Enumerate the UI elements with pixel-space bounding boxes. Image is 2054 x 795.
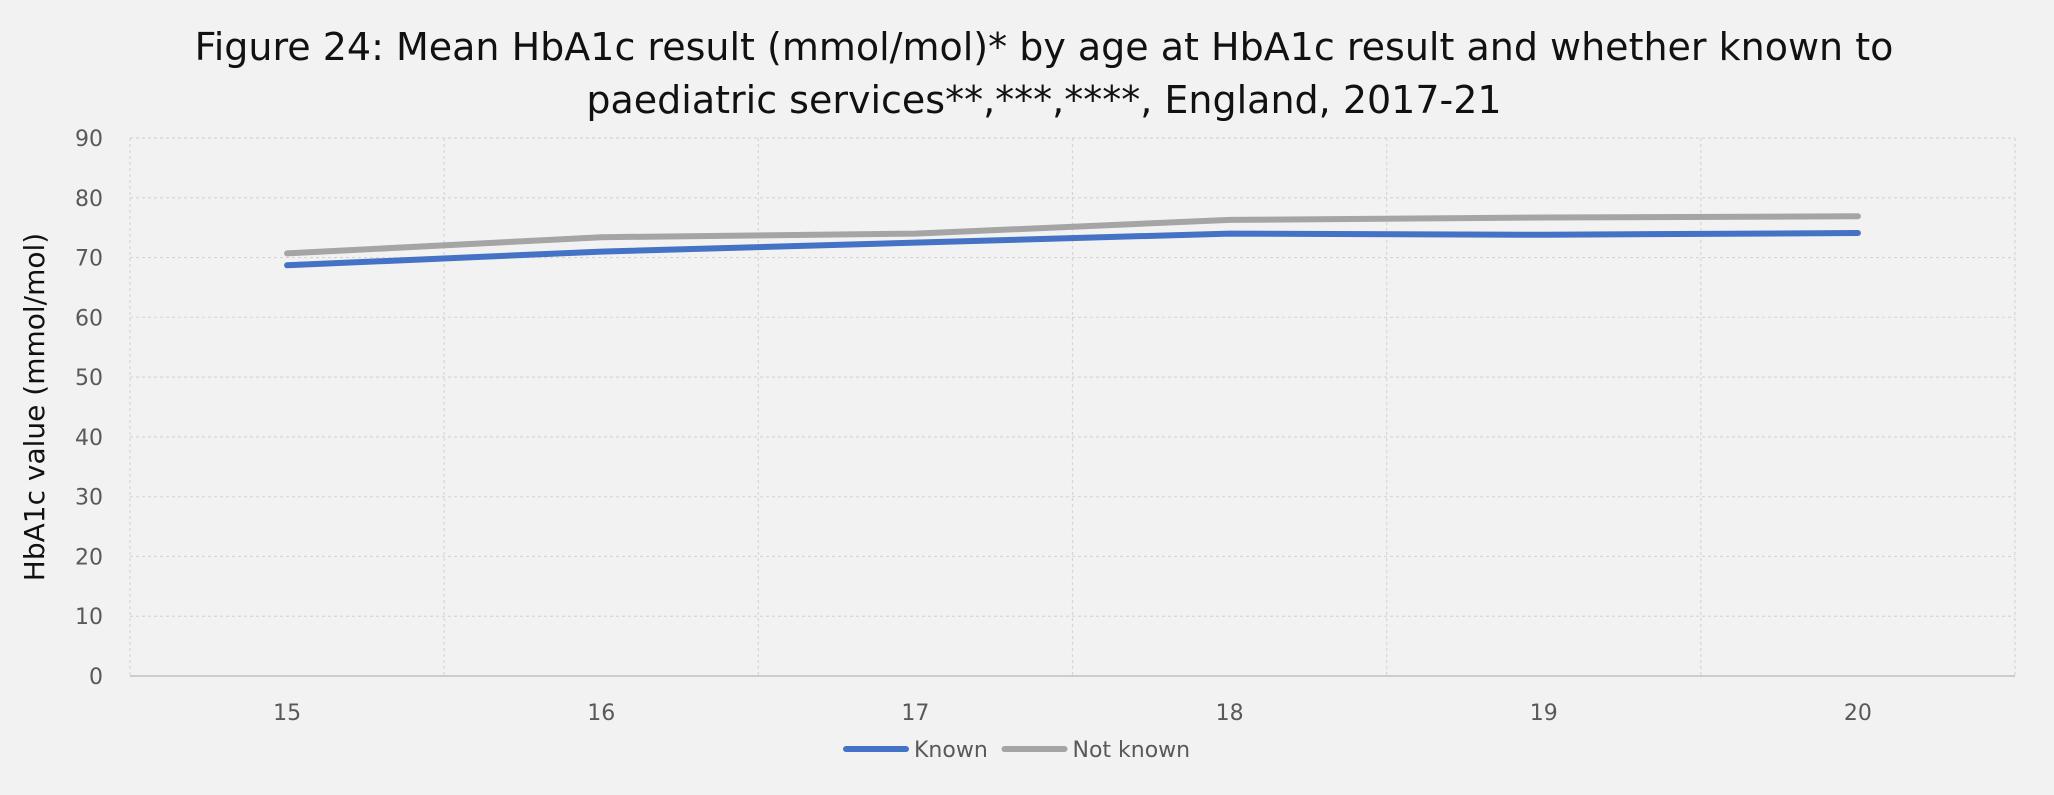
chart-title-line-1: Figure 24: Mean HbA1c result (mmol/mol)*… <box>195 25 1894 69</box>
series-lines <box>284 213 1861 269</box>
series-line-not-known <box>284 213 1861 257</box>
series-line-known <box>284 230 1861 269</box>
legend: Known Not known <box>843 738 1191 763</box>
legend-label-not-known: Not known <box>1073 738 1191 763</box>
y-tick-label: 50 <box>75 366 103 391</box>
x-tick-label: 15 <box>273 701 301 726</box>
y-tick-label: 80 <box>75 187 103 212</box>
x-tick-label: 16 <box>587 701 615 726</box>
x-tick-label: 20 <box>1844 701 1872 726</box>
y-tick-label: 10 <box>75 605 103 630</box>
x-tick-label: 19 <box>1530 701 1558 726</box>
chart-title-line-2: paediatric services**,***,****, England,… <box>586 78 1501 122</box>
y-axis-title: HbA1c value (mmol/mol) <box>18 233 51 581</box>
axes: 0 10 20 30 40 50 60 70 80 90 15 16 17 18 19 20 <box>75 127 2015 726</box>
x-tick-label: 17 <box>901 701 929 726</box>
y-tick-label: 70 <box>75 247 103 272</box>
y-tick-label: 40 <box>75 426 103 451</box>
legend-label-known: Known <box>914 738 988 763</box>
y-tick-label: 60 <box>75 306 103 331</box>
y-tick-label: 90 <box>75 127 103 152</box>
y-tick-label: 0 <box>89 665 103 690</box>
x-tick-label: 18 <box>1216 701 1244 726</box>
y-tick-label: 20 <box>75 545 103 570</box>
y-tick-label: 30 <box>75 486 103 511</box>
